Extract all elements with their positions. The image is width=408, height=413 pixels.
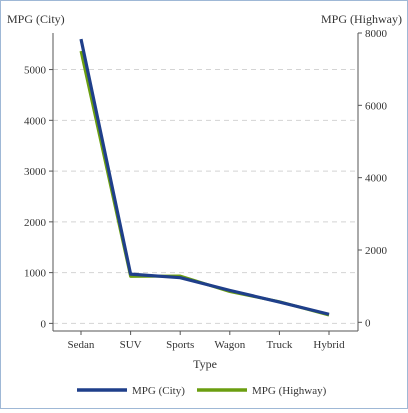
right-tick-label: 4000 <box>365 173 388 185</box>
legend-label-city: MPG (City) <box>132 385 185 397</box>
right-tick-label: 2000 <box>365 245 388 257</box>
right-tick-label: 8000 <box>365 28 388 40</box>
left-tick-label: 0 <box>41 318 47 330</box>
grid-lines <box>53 69 358 324</box>
y-right-axis-label: MPG (Highway) <box>321 12 402 26</box>
x-tick-label: SUV <box>120 339 142 351</box>
series-line-highway <box>79 50 330 317</box>
left-tick-label: 1000 <box>24 268 47 280</box>
right-tick-label: 6000 <box>365 100 388 112</box>
right-tick-label: 0 <box>365 317 371 329</box>
x-axis-label: Type <box>193 357 217 371</box>
axes <box>52 33 359 332</box>
x-tick-labels: Sedan SUV Sports Wagon Truck Hybrid <box>68 331 345 351</box>
left-tick-label: 2000 <box>24 217 47 229</box>
legend-label-highway: MPG (Highway) <box>252 385 327 397</box>
x-tick-label: Sedan <box>68 339 95 351</box>
x-tick-label: Hybrid <box>313 339 345 351</box>
series-lines <box>79 38 330 317</box>
right-tick-labels: 0 2000 4000 6000 8000 <box>358 28 388 329</box>
y-left-axis-label: MPG (City) <box>7 12 65 26</box>
left-tick-label: 3000 <box>24 166 47 178</box>
legend: MPG (City) MPG (Highway) <box>77 385 327 397</box>
left-tick-label: 5000 <box>24 65 47 77</box>
left-tick-labels: 0 1000 2000 3000 4000 5000 <box>24 65 53 330</box>
series-line-city <box>79 38 330 316</box>
x-tick-label: Truck <box>266 339 292 351</box>
left-tick-label: 4000 <box>24 115 47 127</box>
x-tick-label: Wagon <box>214 339 245 351</box>
x-tick-label: Sports <box>166 339 194 351</box>
